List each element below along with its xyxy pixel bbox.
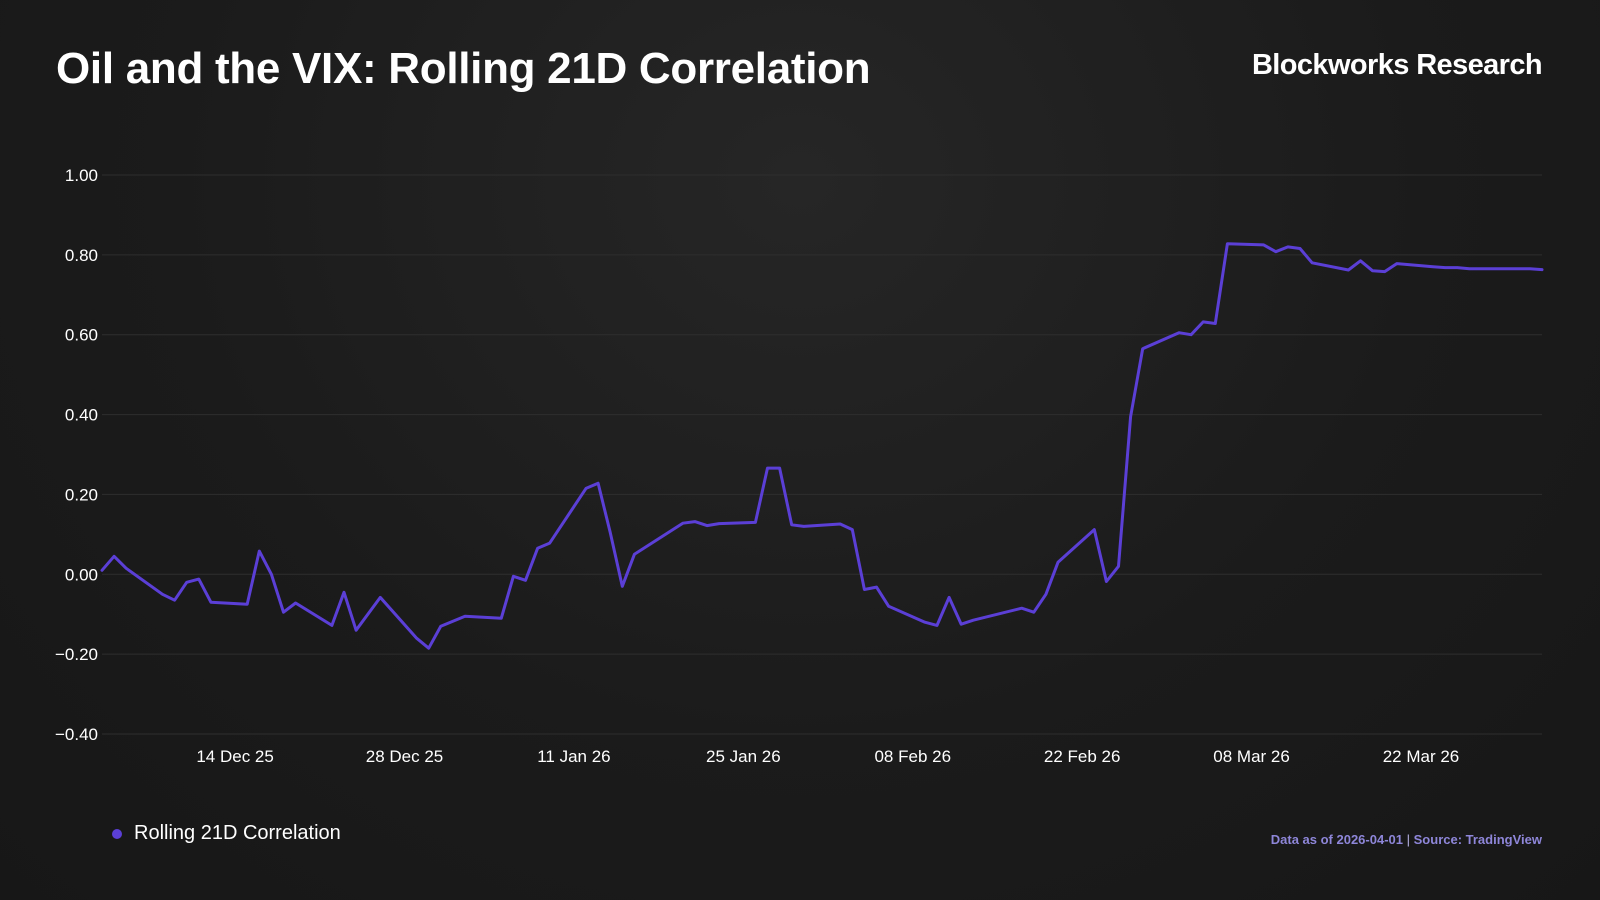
y-tick-label: −0.20 [55, 645, 98, 664]
y-tick-label: 0.00 [65, 565, 98, 584]
y-tick-label: 0.60 [65, 326, 98, 345]
y-tick-label: 0.20 [65, 485, 98, 504]
x-tick-label: 28 Dec 25 [366, 747, 444, 766]
chart-title: Oil and the VIX: Rolling 21D Correlation [56, 44, 871, 93]
x-tick-label: 22 Feb 26 [1044, 747, 1121, 766]
x-tick-label: 08 Mar 26 [1213, 747, 1290, 766]
x-tick-label: 22 Mar 26 [1383, 747, 1460, 766]
y-tick-label: 0.80 [65, 246, 98, 265]
brand-logo: Blockworks Research [1251, 49, 1543, 81]
grid-lines [102, 174, 1542, 735]
series-line[interactable] [100, 242, 1544, 650]
legend-swatch [112, 828, 122, 839]
series-layer [100, 242, 1544, 650]
y-axis-ticks: 1.00 0.80 0.60 0.40 0.20 0.00 −0.20 −0.40 [55, 166, 98, 744]
x-tick-label: 08 Feb 26 [874, 747, 951, 766]
source-note: Data as of 2026-04-01 | Source: TradingV… [1271, 832, 1542, 847]
x-tick-label: 25 Jan 26 [706, 747, 781, 766]
data-source: Source: TradingView [1413, 832, 1542, 847]
data-as-of: Data as of 2026-04-01 [1270, 832, 1403, 847]
x-tick-label: 11 Jan 26 [537, 747, 610, 766]
x-tick-label: 14 Dec 25 [196, 747, 274, 766]
x-axis-ticks: 14 Dec 25 28 Dec 25 11 Jan 26 25 Jan 26 08 F… [196, 747, 1459, 766]
source-separator: | [1406, 832, 1411, 847]
y-tick-label: 0.40 [65, 406, 98, 425]
legend-label: Rolling 21D Correlation [134, 822, 341, 844]
y-tick-label: 1.00 [65, 166, 98, 185]
legend[interactable]: Rolling 21D Correlation [112, 822, 341, 845]
y-tick-label: −0.40 [55, 725, 98, 744]
